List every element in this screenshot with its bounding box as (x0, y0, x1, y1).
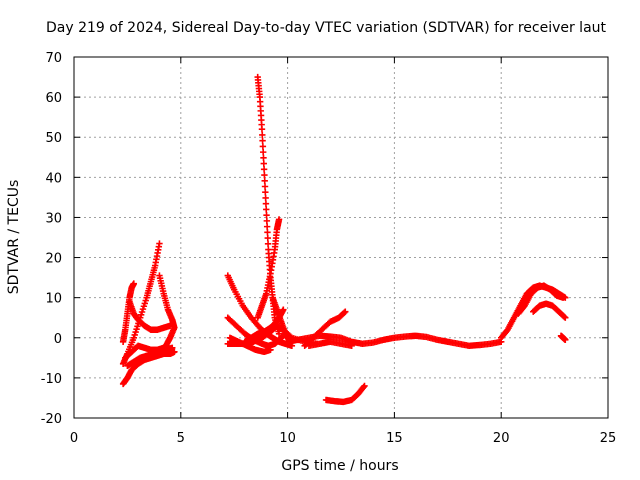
data-point (260, 166, 268, 173)
data-point (260, 154, 267, 162)
data-point (280, 306, 287, 313)
x-tick-label: 20 (493, 431, 510, 446)
axis-ticks (73, 56, 609, 419)
y-tick-label: -20 (41, 412, 62, 427)
data-point (130, 280, 138, 287)
data-point (341, 309, 348, 316)
y-tick-label: 30 (45, 211, 62, 226)
data-point (263, 206, 270, 213)
series-track-14 (254, 216, 283, 321)
data-point (262, 194, 269, 202)
data-point (264, 229, 271, 236)
data-point (360, 383, 367, 391)
x-tick-labels: 0 5 10 15 20 25 (70, 431, 616, 446)
y-tick-label: 0 (54, 332, 62, 347)
data-point (261, 177, 268, 184)
data-point (258, 126, 266, 133)
grid (74, 57, 608, 418)
series-track-6 (122, 342, 176, 362)
x-tick-label: 10 (279, 431, 296, 446)
chart-title: Day 219 of 2024, Sidereal Day-to-day VTE… (46, 20, 607, 36)
series-track-22 (530, 300, 569, 321)
data-point (263, 223, 271, 230)
y-tick-label: 20 (45, 252, 62, 267)
data-point (275, 330, 283, 337)
data-point (259, 143, 267, 150)
series-track-17 (301, 308, 349, 349)
x-tick-label: 5 (177, 431, 185, 446)
x-tick-label: 15 (386, 431, 403, 446)
y-tick-label: 70 (45, 51, 62, 66)
series-track-23 (557, 332, 569, 343)
series-track-4 (126, 298, 174, 333)
y-tick-label: 10 (45, 292, 62, 307)
data-point (261, 171, 268, 179)
data-point (169, 348, 176, 356)
data-point (262, 189, 269, 196)
data-point (267, 346, 274, 354)
data-point (261, 183, 269, 190)
series-track-7 (156, 272, 178, 349)
y-tick-label: 50 (45, 131, 62, 146)
y-tick-label: 40 (45, 171, 62, 186)
data-point (264, 240, 272, 248)
series-track-21 (515, 282, 567, 317)
data-point (264, 234, 271, 242)
series-track-13 (254, 73, 283, 337)
data-point (361, 382, 368, 390)
y-tick-label: 60 (45, 91, 62, 106)
data-point (342, 308, 349, 315)
series-track-18 (305, 338, 355, 349)
x-tick-label: 25 (600, 431, 617, 446)
data-points (119, 73, 569, 406)
data-point (562, 314, 569, 321)
y-tick-labels: -20 -10 0 10 20 30 40 50 60 70 (41, 51, 62, 427)
data-point (263, 217, 271, 225)
data-point (263, 211, 270, 219)
x-tick-label: 0 (70, 431, 78, 446)
data-point (561, 313, 568, 321)
y-axis-title: SDTVAR / TECUs (6, 180, 22, 295)
data-point (259, 137, 266, 144)
plot-frame (73, 56, 609, 419)
data-point (156, 240, 163, 247)
data-point (348, 342, 355, 349)
x-axis-title: GPS time / hours (281, 458, 398, 474)
y-tick-label: -10 (41, 372, 62, 387)
series-track-16 (284, 332, 505, 349)
data-point (259, 148, 267, 156)
data-point (162, 342, 170, 349)
data-point (259, 131, 266, 139)
data-point (562, 336, 569, 343)
series-track-19 (322, 382, 368, 406)
data-point (260, 160, 267, 167)
data-point (559, 294, 567, 301)
data-point (275, 216, 283, 223)
data-point (262, 200, 270, 207)
